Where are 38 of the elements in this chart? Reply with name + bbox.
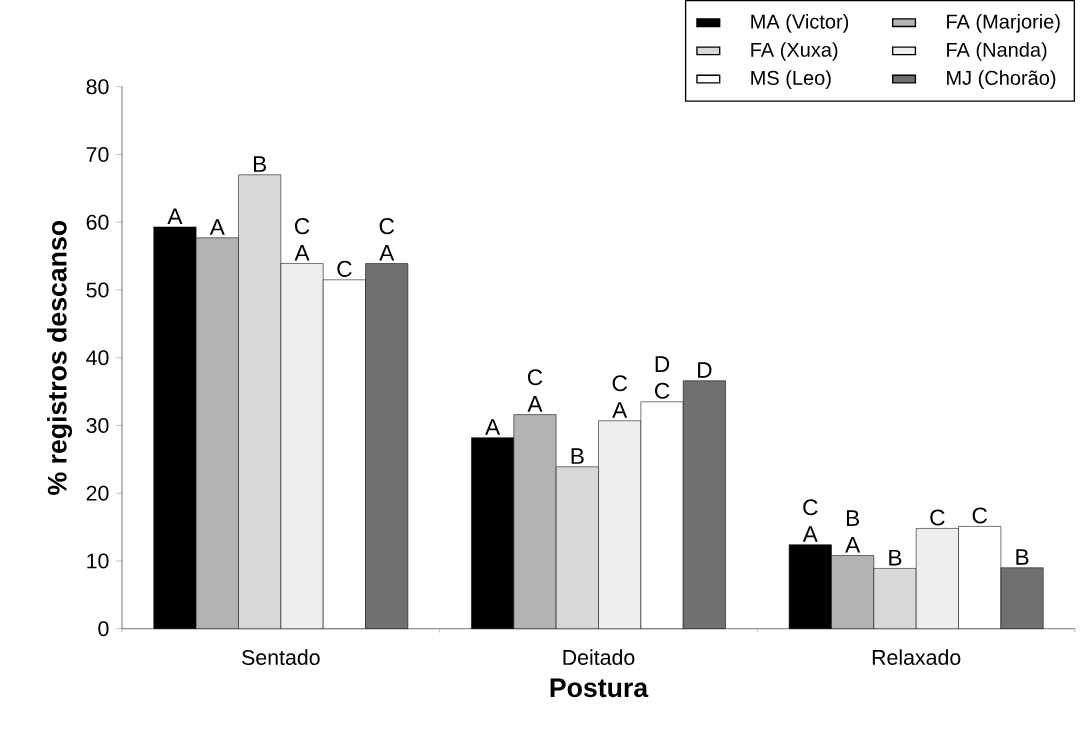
legend-label: FA (Nanda): [947, 42, 1047, 61]
data-label: C: [972, 507, 988, 524]
data-label: B A: [845, 510, 861, 553]
data-label: B: [889, 549, 902, 566]
x-tick-label: Relaxado: [872, 649, 961, 665]
legend-label: MJ (Chorão): [947, 70, 1056, 89]
legend-label: MA (Victor): [751, 13, 849, 33]
data-label: B: [1016, 549, 1029, 565]
data-label: B: [571, 448, 584, 464]
y-tick-label: 30: [86, 417, 109, 433]
data-label: C A: [612, 375, 628, 418]
data-label: D C: [655, 356, 670, 399]
x-tick-label: Sentado: [242, 649, 320, 665]
legend-label: FA (Marjorie): [947, 13, 1060, 33]
y-tick-label: 40: [86, 350, 109, 366]
y-tick-label: 20: [86, 485, 109, 501]
x-tick-label: Deitado: [563, 649, 635, 665]
data-label: C: [337, 260, 352, 277]
y-tick-label: 60: [86, 214, 109, 230]
legend-label: MS (Leo): [751, 70, 831, 89]
y-tick-label: 50: [86, 282, 109, 298]
data-label: A: [485, 419, 501, 435]
y-axis-title: % registros descanso: [47, 220, 73, 495]
data-label: A: [167, 208, 183, 225]
y-tick-label: 70: [86, 146, 109, 162]
data-label: C A: [527, 369, 543, 412]
data-label: C A: [802, 499, 818, 542]
legend-label: FA (Xuxa): [751, 42, 838, 61]
data-label: D: [698, 362, 712, 378]
data-label: C A: [379, 218, 395, 261]
y-tick-label: 80: [86, 79, 109, 95]
data-label: A: [209, 219, 225, 235]
data-label: B: [253, 156, 267, 172]
data-label: C A: [294, 218, 310, 261]
y-tick-label: 0: [98, 621, 109, 637]
x-axis-title: Postura: [550, 678, 649, 698]
y-tick-label: 10: [87, 553, 109, 569]
data-label: C: [930, 509, 945, 526]
